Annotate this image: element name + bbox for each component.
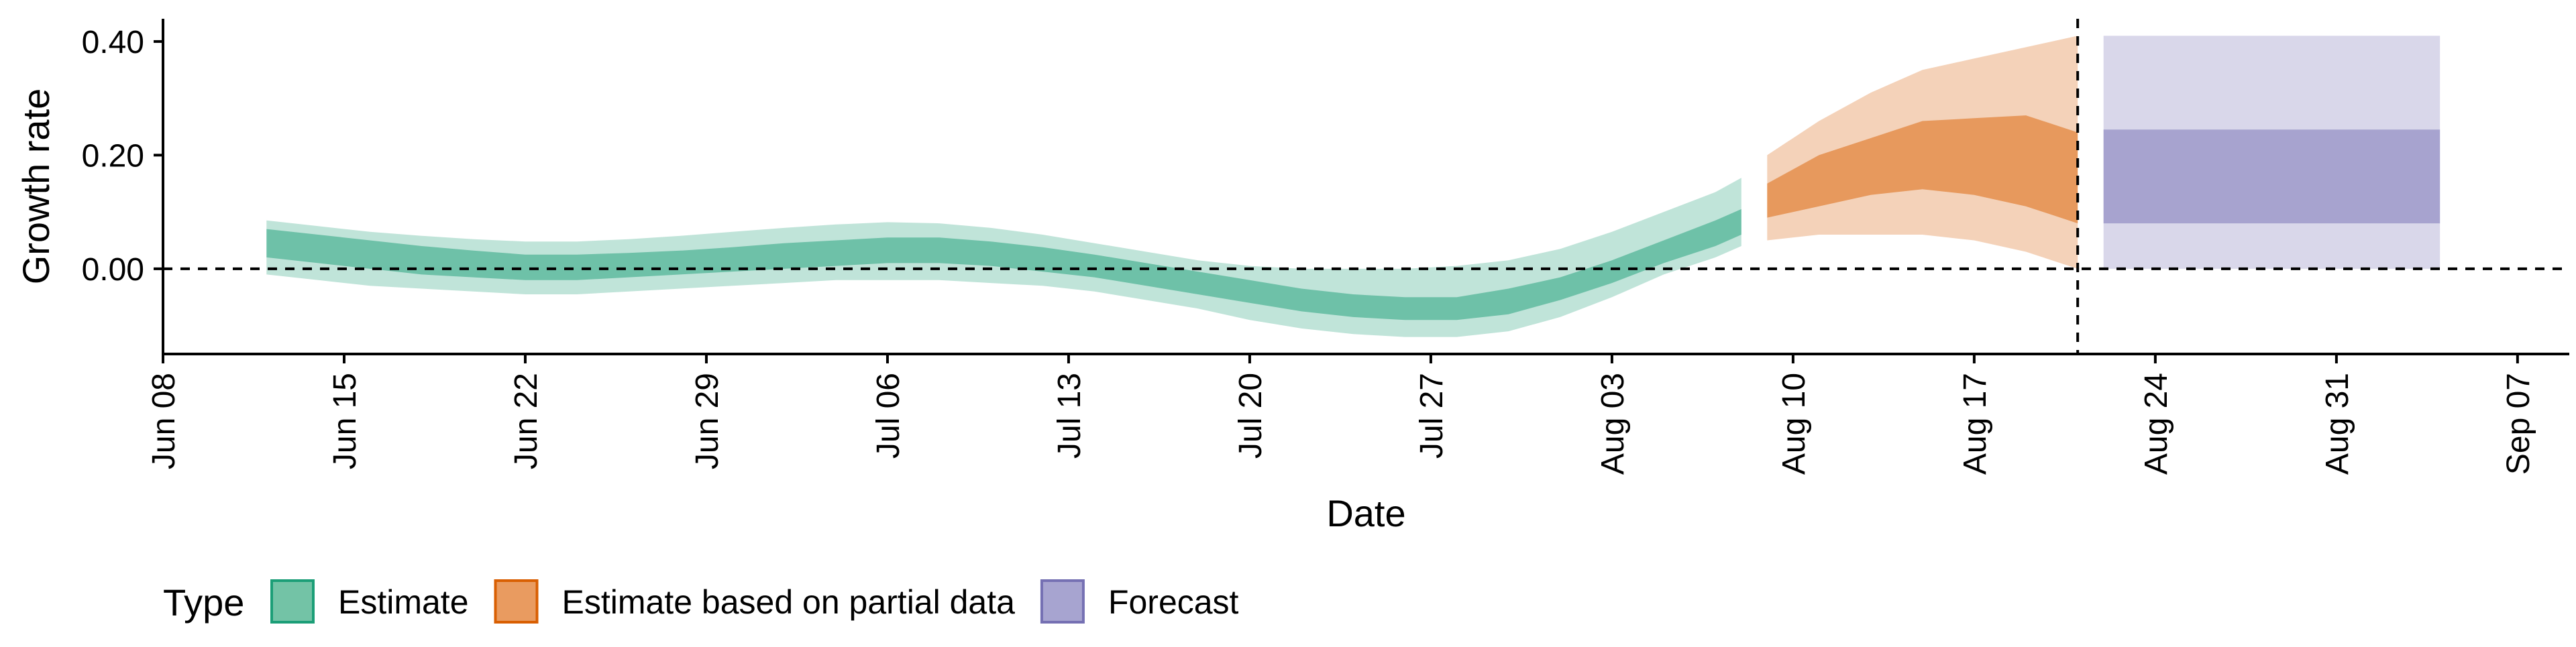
x-axis-title: Date (1326, 492, 1405, 534)
x-tick-label: Aug 03 (1595, 373, 1631, 475)
x-tick-label: Jun 15 (327, 373, 363, 469)
x-tick-label: Jun 22 (508, 373, 544, 469)
x-tick-label: Jul 20 (1233, 373, 1269, 459)
series-estimate (266, 178, 1741, 337)
y-tick-label: 0.20 (82, 138, 144, 174)
x-tick-label: Sep 07 (2501, 373, 2536, 475)
legend-label: Estimate (338, 583, 469, 621)
x-tick-label: Aug 17 (1957, 373, 1993, 475)
x-tick-label: Aug 24 (2139, 373, 2174, 475)
reference-lines (163, 19, 2569, 354)
chart-axes: 0.00 0.20 0.40 Jun 08 Jun 15 Jun 22 Jun 29 Jul … (15, 19, 2569, 534)
x-tick-label: Jul 13 (1052, 373, 1087, 459)
y-tick-label: 0.40 (82, 25, 144, 60)
series-forecast (2103, 36, 2440, 269)
x-tick-label: Jun 29 (690, 373, 725, 469)
chart-bands (266, 36, 2440, 337)
legend-swatch (270, 579, 315, 624)
x-tick-label: Aug 31 (2320, 373, 2355, 475)
forecast-inner-band (2103, 129, 2440, 224)
estimate-inner-band (266, 209, 1741, 320)
legend-item-estimate-based-on-partial-data: Estimate based on partial data (494, 579, 1016, 624)
y-axis-title: Growth rate (15, 89, 57, 285)
y-tick-label: 0.00 (82, 252, 144, 288)
x-tick-label: Aug 10 (1776, 373, 1812, 475)
legend-item-forecast: Forecast (1040, 579, 1239, 624)
legend-label: Forecast (1108, 583, 1239, 621)
estimate-based-on-partial-data-inner-band (1767, 115, 2078, 224)
chart-legend: Type Estimate Estimate based on partial da… (163, 579, 1239, 624)
legend-item-estimate: Estimate (270, 579, 469, 624)
series-estimate-based-on-partial-data (1767, 36, 2078, 269)
legend-title: Type (163, 581, 244, 624)
x-tick-label: Jul 06 (871, 373, 906, 459)
legend-swatch (1040, 579, 1085, 624)
x-tick-label: Jun 08 (146, 373, 182, 469)
x-tick-label: Jul 27 (1414, 373, 1450, 459)
legend-swatch (494, 579, 539, 624)
legend-label: Estimate based on partial data (562, 583, 1016, 621)
